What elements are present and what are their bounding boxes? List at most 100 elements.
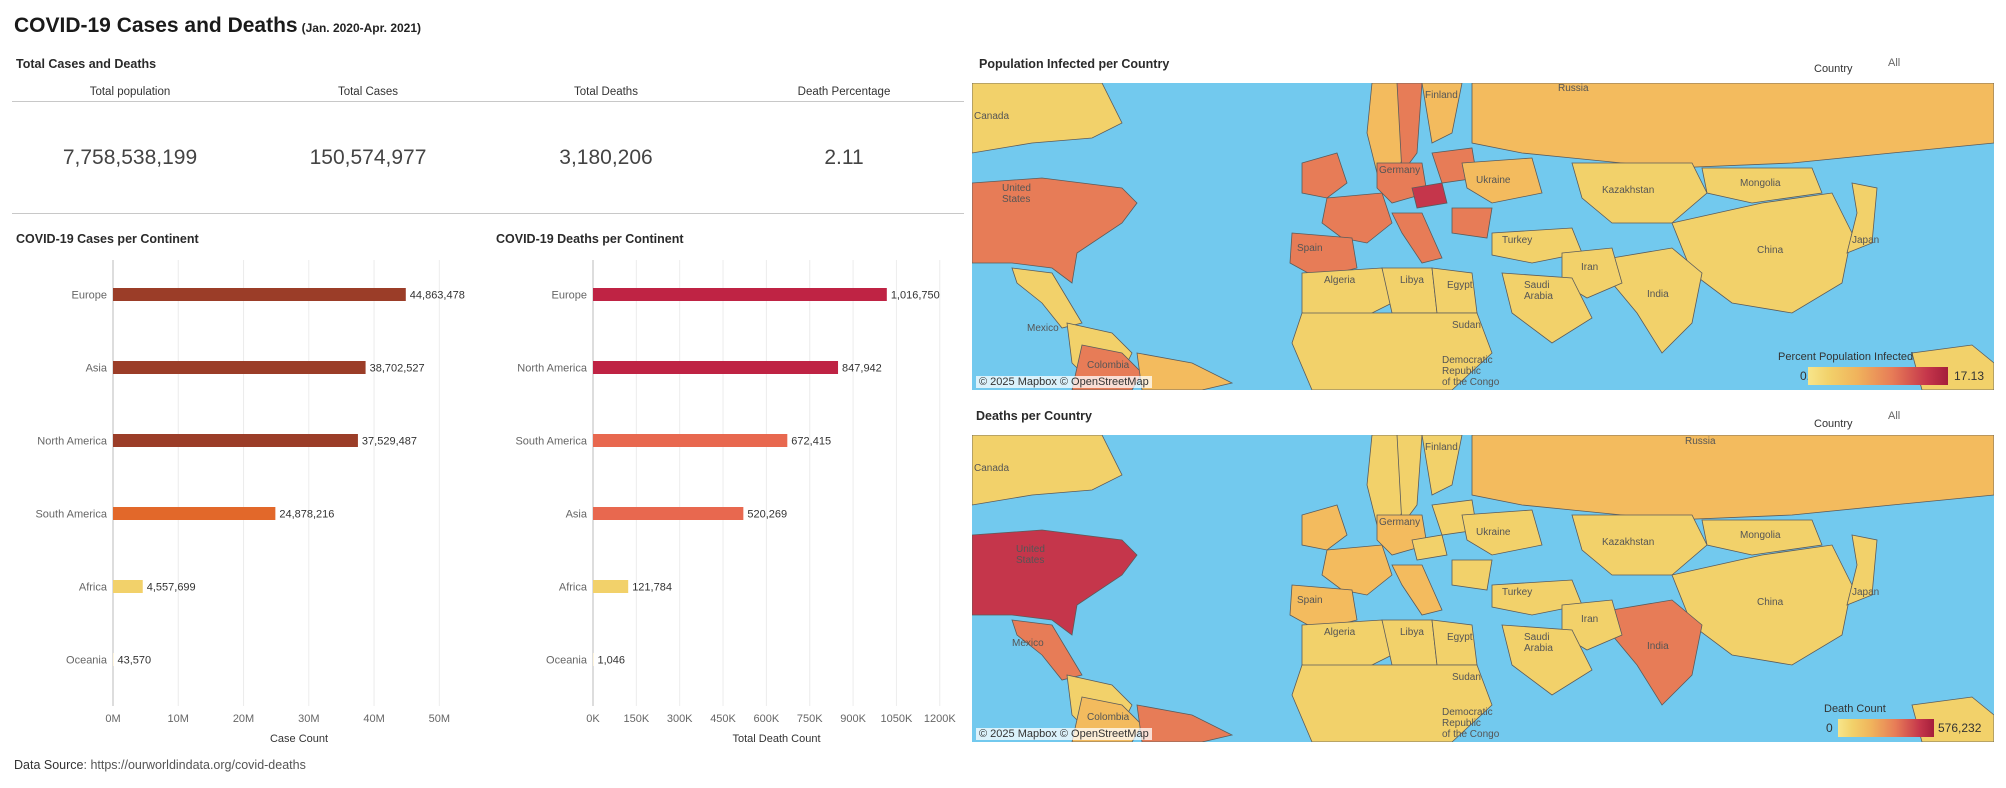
usa-shape (972, 529, 1138, 636)
deaths-map-canvas: Canada United States Mexico Colombia Rus… (972, 435, 1994, 742)
deaths-legend-min: 0 (1826, 721, 1833, 735)
x-tick-label: 300K (667, 713, 693, 725)
svg-text:Spain: Spain (1297, 595, 1323, 606)
data-source: Data Source: https://ourworldindata.org/… (14, 758, 306, 772)
x-tick-label: 30M (298, 713, 319, 725)
x-axis-title: Total Death Count (732, 733, 820, 745)
svg-text:India: India (1647, 641, 1669, 652)
infected-legend-title: Percent Population Infected (1778, 351, 1914, 363)
infected-legend-gradient (1808, 367, 1948, 385)
infected-map[interactable]: Canada United States Mexico Colombia Rus… (972, 83, 1994, 390)
bar-africa[interactable] (113, 580, 143, 593)
svg-text:Turkey: Turkey (1502, 235, 1532, 246)
bar-asia[interactable] (593, 507, 744, 520)
title-text: COVID-19 Cases and Deaths (14, 14, 298, 37)
svg-text:Republic: Republic (1442, 718, 1481, 729)
infected-country-filter[interactable]: All (1888, 57, 1901, 69)
svg-text:Sudan: Sudan (1452, 320, 1481, 331)
svg-text:China: China (1757, 597, 1784, 608)
x-tick-label: 1200K (924, 713, 956, 725)
infected-map-attribution[interactable]: © 2025 Mapbox © OpenStreetMap (976, 376, 1152, 388)
canada-shape (972, 83, 1123, 154)
svg-text:Mongolia: Mongolia (1740, 530, 1781, 541)
deaths-country-filter[interactable]: All (1888, 410, 1901, 422)
mongolia-shape (1701, 519, 1823, 556)
svg-text:Egypt: Egypt (1447, 632, 1473, 643)
totals-section-title: Total Cases and Deaths (16, 57, 157, 71)
svg-text:Egypt: Egypt (1447, 280, 1473, 291)
data-source-link[interactable]: https://ourworldindata.org/covid-deaths (90, 758, 306, 772)
svg-text:Iran: Iran (1581, 614, 1598, 625)
category-label: Oceania (546, 655, 588, 667)
bar-north-america[interactable] (593, 361, 839, 374)
x-axis-title: Case Count (270, 733, 328, 745)
cases-chart-title: COVID-19 Cases per Continent (16, 232, 199, 246)
kpi-value-cases[interactable]: 150,574,977 (309, 146, 427, 169)
bar-north-america[interactable] (113, 434, 358, 447)
bar-europe[interactable] (593, 288, 887, 301)
x-tick-label: 600K (754, 713, 780, 725)
czechia-shape (1411, 182, 1448, 209)
svg-text:Libya: Libya (1400, 275, 1424, 286)
africa-shape (1291, 312, 1493, 390)
bar-asia[interactable] (113, 361, 366, 374)
turkey-shape (1491, 579, 1583, 616)
uk-shape (1301, 152, 1348, 199)
cases-bar-chart: 0M 10M 20M 30M 40M 50M Europe 44,863,478 Asia 38,… (35, 260, 465, 745)
bar-south-america[interactable] (593, 434, 788, 447)
bar-oceania[interactable] (113, 653, 114, 666)
svg-text:China: China (1757, 245, 1784, 256)
saudi-arabia-shape (1501, 624, 1593, 696)
svg-text:Mongolia: Mongolia (1740, 178, 1781, 189)
deaths-map[interactable]: Canada United States Mexico Colombia Rus… (972, 435, 1994, 742)
bar-south-america[interactable] (113, 507, 276, 520)
x-tick-label: 1050K (881, 713, 913, 725)
svg-text:States: States (1016, 555, 1044, 566)
svg-text:Canada: Canada (974, 463, 1009, 474)
svg-text:Sudan: Sudan (1452, 672, 1481, 683)
svg-text:United: United (1016, 544, 1045, 555)
bar-value-label: 37,529,487 (362, 436, 417, 448)
france-shape (1321, 192, 1393, 244)
kpi-value-death-percentage[interactable]: 2.11 (824, 146, 864, 169)
svg-text:Arabia: Arabia (1524, 291, 1553, 302)
section-divider (12, 213, 964, 214)
kpi-label-deaths: Total Deaths (574, 86, 638, 98)
kpi-label-death-percentage: Death Percentage (797, 86, 891, 98)
svg-text:of the Congo: of the Congo (1442, 377, 1500, 388)
canada-shape (972, 435, 1123, 506)
czechia-shape (1411, 534, 1448, 561)
category-label: Europe (552, 290, 587, 302)
bar-value-label: 121,784 (632, 582, 672, 594)
russia-shape (1471, 83, 1994, 169)
bar-value-label: 44,863,478 (410, 290, 465, 302)
x-tick-label: 50M (429, 713, 450, 725)
bar-value-label: 672,415 (791, 436, 831, 448)
x-tick-label: 0K (586, 713, 600, 725)
category-label: South America (35, 509, 107, 521)
deaths-chart-title: COVID-19 Deaths per Continent (496, 232, 684, 246)
china-shape (1671, 544, 1853, 666)
bar-oceania[interactable] (593, 653, 594, 666)
finland-shape (1421, 435, 1463, 496)
svg-text:Finland: Finland (1425, 90, 1458, 101)
kpi-value-population[interactable]: 7,758,538,199 (62, 146, 198, 169)
svg-text:of the Congo: of the Congo (1442, 729, 1500, 740)
deaths-map-attribution[interactable]: © 2025 Mapbox © OpenStreetMap (976, 728, 1152, 740)
ukraine-shape (1461, 157, 1543, 204)
svg-text:States: States (1002, 194, 1030, 205)
svg-text:Spain: Spain (1297, 243, 1323, 254)
bar-europe[interactable] (113, 288, 406, 301)
kpi-value-deaths[interactable]: 3,180,206 (559, 146, 653, 169)
svg-text:United: United (1002, 183, 1031, 194)
infected-country-filter-label: Country (1814, 63, 1853, 75)
kpi-label-cases: Total Cases (337, 86, 399, 98)
italy-shape (1391, 212, 1443, 264)
svg-text:Germany: Germany (1379, 165, 1420, 176)
japan-shape (1846, 534, 1878, 606)
bar-africa[interactable] (593, 580, 629, 593)
deaths-legend-title: Death Count (1824, 703, 1886, 715)
bar-value-label: 43,570 (118, 655, 152, 667)
category-label: North America (37, 436, 108, 448)
svg-text:Algeria: Algeria (1324, 627, 1356, 638)
